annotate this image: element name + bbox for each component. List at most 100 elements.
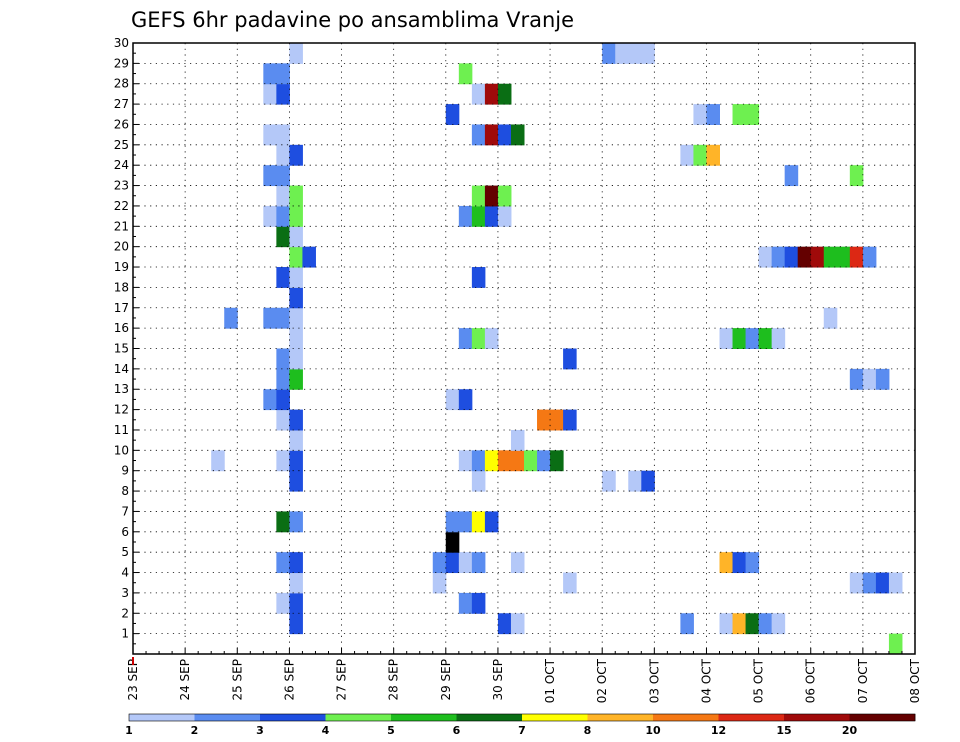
heatmap-cell xyxy=(771,246,786,268)
y-tick-label: 12 xyxy=(114,403,129,417)
heatmap-cell xyxy=(602,470,616,492)
x-tick-label: 28 SEP xyxy=(387,659,401,701)
y-tick-label: 3 xyxy=(121,586,129,600)
heatmap-cell xyxy=(211,450,225,472)
heatmap-cell xyxy=(276,63,290,85)
heatmap-cell xyxy=(276,144,290,166)
heatmap-cell xyxy=(862,368,877,390)
y-tick-label: 2 xyxy=(121,606,129,620)
colorbar-segment xyxy=(260,714,326,721)
heatmap-cell xyxy=(510,429,525,451)
y-tick-label: 29 xyxy=(114,56,129,70)
heatmap-cell xyxy=(719,328,734,349)
heatmap-cell xyxy=(276,165,290,187)
heatmap-cell xyxy=(849,246,864,268)
heatmap-cell xyxy=(276,409,290,431)
heatmap-cell xyxy=(445,531,460,553)
heatmap-cell xyxy=(510,613,525,635)
heatmap-cell xyxy=(458,389,473,411)
y-tick-label: 17 xyxy=(114,301,129,315)
x-tick-label: 02 OCT xyxy=(595,658,609,703)
y-tick-label: 27 xyxy=(114,97,129,111)
y-tick-label: 14 xyxy=(114,362,129,376)
heatmap-cell xyxy=(289,348,303,370)
x-axis: 23 SEP 24 SEP 25 SEP 26 SEP 27 SEP 28 SEP 29 S… xyxy=(126,648,922,703)
heatmap-cell xyxy=(797,246,812,268)
y-tick-label: 25 xyxy=(114,138,129,152)
heatmap-cell xyxy=(471,552,486,574)
heatmap-cell xyxy=(289,429,303,451)
heatmap-cell xyxy=(537,409,551,431)
x-tick-label: 07 OCT xyxy=(856,658,870,703)
heatmap-cell xyxy=(484,328,499,349)
heatmap-cell xyxy=(745,328,760,349)
heatmap-cell xyxy=(719,613,734,635)
heatmap-cell xyxy=(849,368,864,390)
heatmap-cell xyxy=(888,633,903,655)
heatmap-cell xyxy=(289,552,303,574)
heatmap-cell xyxy=(563,348,577,370)
heatmap-cell xyxy=(510,124,525,146)
heatmap-cell xyxy=(276,389,290,411)
heatmap-cell xyxy=(510,450,525,472)
heatmap-cell xyxy=(471,185,486,207)
heatmap-cell xyxy=(471,450,486,472)
colorbar-label: 1 xyxy=(125,724,133,737)
heatmap-cell xyxy=(550,450,564,472)
heatmap-cell xyxy=(445,104,460,125)
heatmap-cell xyxy=(263,307,277,329)
colorbar-label: 8 xyxy=(584,724,592,737)
heatmap-cell xyxy=(745,552,760,574)
heatmap-cell xyxy=(289,287,303,309)
colorbar: 1 2 3 4 5 6 7 8 10 12 15 20 xyxy=(125,713,916,737)
colorbar-segment xyxy=(391,714,457,721)
heatmap-cell xyxy=(823,246,838,268)
x-tick-label: 06 OCT xyxy=(804,658,818,703)
heatmap-cell xyxy=(263,63,277,85)
heatmap-cell xyxy=(458,592,473,614)
heatmap-cell xyxy=(888,572,903,594)
y-tick-label: 6 xyxy=(121,525,129,539)
heatmap-cell xyxy=(745,613,760,635)
heatmap-cell xyxy=(458,450,473,472)
heatmap-cell xyxy=(732,552,747,574)
heatmap-cell xyxy=(771,613,786,635)
heatmap-cell xyxy=(276,552,290,574)
heatmap-cell xyxy=(497,83,512,105)
heatmap-cell xyxy=(458,328,473,349)
heatmap-cells xyxy=(211,43,903,655)
colorbar-label: 15 xyxy=(776,724,791,737)
heatmap-cell xyxy=(615,43,629,64)
y-tick-label: 15 xyxy=(114,342,129,356)
colorbar-label: 12 xyxy=(711,724,726,737)
y-tick-label: 4 xyxy=(121,566,129,580)
colorbar-label: 6 xyxy=(453,724,461,737)
heatmap-cell xyxy=(484,185,499,207)
heatmap-cell xyxy=(680,613,694,635)
heatmap-cell xyxy=(497,205,512,227)
colorbar-label: 3 xyxy=(256,724,264,737)
heatmap-cell xyxy=(563,572,577,594)
heatmap-cell xyxy=(524,450,538,472)
x-tick-label: 01 OCT xyxy=(543,658,557,703)
heatmap-cell xyxy=(276,307,290,329)
heatmap-cell xyxy=(862,572,877,594)
heatmap-cell xyxy=(641,43,655,64)
heatmap-cell xyxy=(602,43,616,64)
x-tick-label: 26 SEP xyxy=(282,659,296,701)
colorbar-label: 5 xyxy=(387,724,395,737)
heatmap-cell xyxy=(289,43,303,64)
y-tick-label: 16 xyxy=(114,321,129,335)
y-tick-label: 8 xyxy=(121,484,129,498)
colorbar-segment xyxy=(784,714,850,721)
y-tick-label: 26 xyxy=(114,117,129,131)
heatmap-cell xyxy=(497,450,512,472)
heatmap-cell xyxy=(276,226,290,248)
heatmap-cell xyxy=(471,83,486,105)
heatmap-cell xyxy=(432,572,447,594)
heatmap-cell xyxy=(510,552,525,574)
colorbar-label: 7 xyxy=(518,724,526,737)
heatmap-cell xyxy=(862,246,877,268)
heatmap-cell xyxy=(823,307,838,329)
